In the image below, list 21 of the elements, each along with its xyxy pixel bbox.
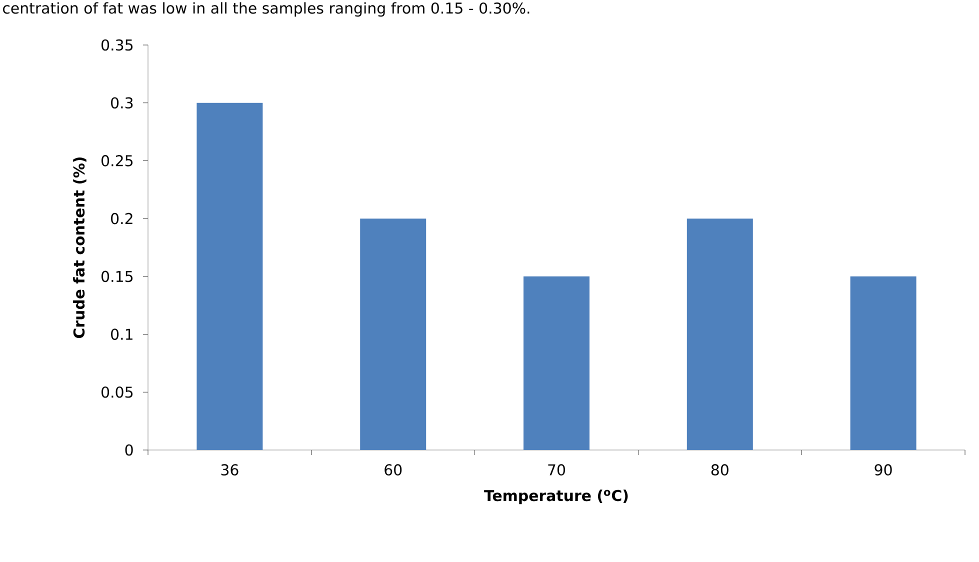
y-tick-label: 0.3 bbox=[111, 97, 133, 109]
bar bbox=[524, 276, 590, 450]
y-tick-label: 0.2 bbox=[111, 212, 132, 224]
y-tick-label: 0.05 bbox=[102, 386, 133, 398]
x-tick-label: 36 bbox=[221, 464, 238, 476]
x-axis-title: Temperature ($^{o}$C) bbox=[484, 490, 628, 504]
bar bbox=[850, 276, 916, 450]
x-tick-label: 60 bbox=[384, 464, 402, 476]
x-tick-label: 90 bbox=[874, 464, 892, 476]
y-tick-label: 0.25 bbox=[102, 155, 133, 166]
bar bbox=[196, 102, 263, 450]
x-tick-label: 70 bbox=[548, 464, 566, 476]
x-tick-label: 80 bbox=[711, 464, 728, 476]
y-tick-label: 0.1 bbox=[111, 328, 132, 340]
y-tick-label: 0.15 bbox=[102, 270, 133, 282]
text: centration of fat was low in all the samples ranging from 0.15 - 0.30%. bbox=[3, 2, 530, 17]
bar bbox=[360, 218, 426, 450]
y-axis-title: Crude fat content (%) bbox=[73, 157, 86, 338]
bar bbox=[686, 218, 753, 450]
y-tick-label: 0 bbox=[125, 444, 133, 456]
y-tick-label: 0.35 bbox=[102, 39, 133, 51]
